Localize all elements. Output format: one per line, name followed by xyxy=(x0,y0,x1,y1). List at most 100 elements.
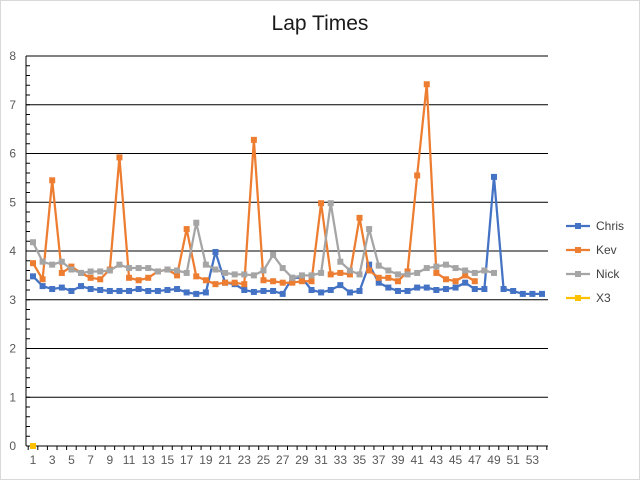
data-point-chris xyxy=(481,286,488,293)
data-point-chris xyxy=(471,286,478,293)
data-point-nick xyxy=(241,271,248,278)
data-point-nick xyxy=(231,271,238,278)
data-point-nick xyxy=(433,263,440,270)
data-point-chris xyxy=(212,248,219,255)
data-point-nick xyxy=(414,269,421,276)
data-point-kev xyxy=(135,277,142,284)
data-point-kev xyxy=(250,136,257,143)
data-point-kev xyxy=(298,278,305,285)
x-tick-label: 7 xyxy=(87,453,94,467)
data-point-nick xyxy=(442,261,449,268)
data-point-chris xyxy=(404,287,411,294)
x-tick-label: 37 xyxy=(372,453,386,467)
x-tick-label: 21 xyxy=(218,453,232,467)
data-point-chris xyxy=(529,290,536,297)
x-tick-label: 3 xyxy=(49,453,56,467)
data-point-chris xyxy=(337,282,344,289)
data-point-nick xyxy=(337,258,344,265)
data-point-chris xyxy=(135,286,142,293)
data-point-chris xyxy=(308,287,315,293)
data-point-chris xyxy=(126,287,133,294)
data-point-nick xyxy=(58,258,65,265)
y-tick-label: 1 xyxy=(9,390,16,404)
y-tick-label: 3 xyxy=(9,293,16,307)
data-point-nick xyxy=(308,272,315,279)
data-point-nick xyxy=(366,226,373,233)
data-point-nick xyxy=(481,267,488,274)
data-point-nick xyxy=(49,261,56,268)
x-tick-label: 47 xyxy=(468,453,482,467)
data-point-nick xyxy=(490,269,497,276)
chart-title: Lap Times xyxy=(271,12,369,35)
data-point-kev xyxy=(356,214,363,221)
x-tick-label: 49 xyxy=(487,453,501,467)
x-tick-label: 29 xyxy=(295,453,309,467)
x-tick-label: 23 xyxy=(238,453,252,467)
data-point-kev xyxy=(183,226,190,233)
data-point-nick xyxy=(68,266,75,273)
data-point-chris xyxy=(116,287,123,294)
x-tick-label: 35 xyxy=(353,453,367,467)
data-point-chris xyxy=(78,283,85,290)
data-point-kev xyxy=(327,271,334,278)
data-point-kev xyxy=(433,269,440,276)
data-point-kev xyxy=(337,269,344,276)
data-point-chris xyxy=(145,287,152,294)
data-point-kev xyxy=(231,279,238,286)
data-point-kev xyxy=(212,281,219,288)
data-point-chris xyxy=(452,284,459,291)
data-point-kev xyxy=(270,278,277,285)
data-point-kev xyxy=(366,267,373,274)
data-point-nick xyxy=(97,268,104,275)
series-group xyxy=(30,81,545,449)
data-point-chris xyxy=(423,284,430,291)
data-point-nick xyxy=(289,274,296,281)
x-tick-label: 53 xyxy=(526,453,540,467)
data-point-nick xyxy=(356,271,363,278)
legend-item-chris: Chris xyxy=(566,219,624,233)
legend-item-kev: Kev xyxy=(566,243,617,257)
data-point-nick xyxy=(375,262,382,269)
data-point-nick xyxy=(260,267,267,274)
y-tick-label: 2 xyxy=(9,342,16,356)
legend-swatch-marker xyxy=(575,247,581,253)
series-nick xyxy=(30,200,497,281)
data-point-chris xyxy=(375,279,382,286)
data-point-nick xyxy=(404,271,411,278)
data-point-kev xyxy=(58,269,65,276)
data-point-kev xyxy=(174,272,181,279)
data-point-nick xyxy=(193,219,200,226)
data-point-kev xyxy=(423,81,430,88)
data-point-nick xyxy=(394,271,401,278)
data-point-nick xyxy=(318,269,325,276)
data-point-chris xyxy=(39,283,46,290)
x-tick-label: 43 xyxy=(430,453,444,467)
data-point-chris xyxy=(539,290,545,297)
data-point-x3 xyxy=(30,443,36,449)
data-point-chris xyxy=(183,289,190,296)
legend-item-x3: X3 xyxy=(566,291,611,305)
legend-swatch-marker xyxy=(575,223,581,229)
data-point-chris xyxy=(510,287,517,294)
data-point-nick xyxy=(154,268,161,275)
data-point-chris xyxy=(394,287,401,294)
data-point-nick xyxy=(471,269,478,276)
data-point-chris xyxy=(260,287,267,294)
data-point-chris xyxy=(519,290,526,297)
x-tick-label: 51 xyxy=(507,453,521,467)
data-point-kev xyxy=(462,272,469,279)
x-tick-label: 45 xyxy=(449,453,463,467)
data-point-chris xyxy=(442,286,449,293)
legend-label: Chris xyxy=(596,219,624,233)
data-point-chris xyxy=(30,273,36,280)
data-point-chris xyxy=(58,284,65,291)
data-point-kev xyxy=(30,260,36,267)
y-tick-label: 8 xyxy=(9,49,16,63)
data-point-nick xyxy=(222,269,229,276)
data-point-chris xyxy=(414,284,421,291)
data-point-nick xyxy=(202,261,209,268)
data-point-kev xyxy=(318,200,325,207)
data-point-nick xyxy=(452,265,459,272)
legend-item-nick: Nick xyxy=(566,267,620,281)
